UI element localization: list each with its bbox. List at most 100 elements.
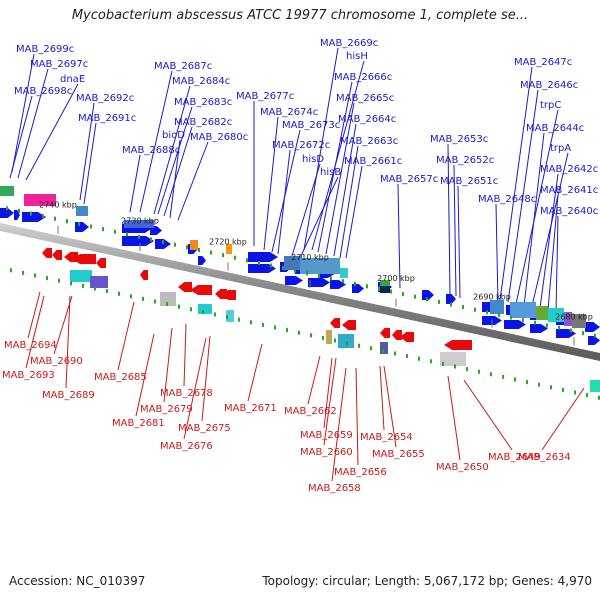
forward-gene-arrow[interactable]	[588, 336, 600, 345]
reverse-gene-arrow[interactable]	[342, 320, 356, 330]
track-dot	[10, 268, 12, 273]
track-dot	[190, 307, 192, 312]
feature-block[interactable]	[490, 300, 504, 314]
reverse-gene-arrow[interactable]	[178, 282, 192, 292]
feature-block[interactable]	[380, 342, 388, 354]
reverse-gene-arrow[interactable]	[72, 254, 96, 264]
callout-line	[457, 185, 461, 299]
callout-line	[157, 106, 193, 215]
reverse-gene-arrow[interactable]	[392, 330, 402, 340]
track-dot	[562, 387, 564, 392]
reverse-gene-arrow[interactable]	[140, 270, 148, 280]
forward-gene-arrow[interactable]	[308, 278, 330, 287]
feature-block[interactable]	[510, 302, 536, 318]
forward-gene-label: MAB_2640c	[540, 206, 598, 217]
track-dot	[58, 278, 60, 283]
track-dot	[574, 390, 576, 395]
forward-gene-arrow[interactable]	[504, 320, 526, 329]
feature-block[interactable]	[380, 287, 390, 293]
feature-block[interactable]	[380, 280, 390, 286]
feature-block[interactable]	[90, 276, 108, 288]
reverse-gene-label: MAB_2693	[2, 370, 55, 381]
track-dot	[274, 325, 276, 330]
feature-block[interactable]	[326, 330, 332, 344]
feature-block[interactable]	[124, 220, 154, 228]
feature-block[interactable]	[160, 292, 176, 306]
reverse-gene-arrow[interactable]	[380, 328, 390, 338]
forward-gene-arrow[interactable]	[198, 256, 206, 265]
callout-line	[183, 337, 207, 440]
callout-line	[201, 335, 211, 422]
track-dot	[214, 312, 216, 317]
feature-block[interactable]	[284, 256, 302, 270]
forward-gene-arrow[interactable]	[150, 226, 162, 235]
forward-gene-arrow[interactable]	[585, 322, 600, 332]
forward-gene-arrow[interactable]	[446, 294, 456, 304]
forward-gene-arrow[interactable]	[75, 222, 89, 232]
reverse-gene-label: MAB_2649	[488, 452, 541, 463]
track-dot	[466, 367, 468, 372]
track-dot	[498, 312, 500, 317]
callout-line	[169, 139, 181, 219]
feature-block[interactable]	[198, 304, 212, 314]
feature-block[interactable]	[190, 240, 198, 250]
feature-block[interactable]	[572, 314, 586, 328]
track-dot	[514, 377, 516, 382]
forward-gene-arrow[interactable]	[422, 290, 434, 300]
forward-gene-arrow[interactable]	[248, 264, 276, 273]
forward-gene-arrow[interactable]	[530, 324, 548, 333]
feature-block[interactable]	[70, 270, 92, 282]
feature-block[interactable]	[226, 310, 234, 322]
reverse-gene-label: MAB_2676	[160, 441, 213, 452]
feature-block[interactable]	[338, 334, 354, 348]
reverse-gene-arrow[interactable]	[42, 248, 52, 258]
forward-gene-label: MAB_2648c	[478, 194, 536, 205]
feature-block[interactable]	[590, 380, 600, 392]
track-dot	[54, 216, 56, 221]
reverse-gene-arrow[interactable]	[190, 285, 212, 295]
callout-line	[397, 183, 401, 289]
track-dot	[382, 348, 384, 353]
reverse-gene-arrow[interactable]	[444, 340, 472, 350]
reverse-gene-label: MAB_2655	[372, 449, 425, 460]
accession-label: Accession: NC_010397	[9, 574, 146, 588]
track-dot	[282, 266, 284, 271]
feature-block[interactable]	[340, 268, 348, 278]
feature-block[interactable]	[226, 244, 232, 254]
forward-gene-arrow[interactable]	[352, 284, 364, 293]
callout-line	[345, 165, 363, 259]
reverse-gene-arrow[interactable]	[222, 290, 236, 300]
forward-gene-arrow[interactable]	[0, 208, 14, 218]
track-dot	[162, 240, 164, 245]
forward-gene-label: MAB_2657c	[380, 174, 438, 185]
forward-gene-label: MAB_2677c	[236, 91, 294, 102]
callout-line	[163, 126, 193, 217]
feature-block[interactable]	[24, 194, 56, 206]
feature-block[interactable]	[564, 312, 572, 326]
forward-gene-label: MAB_2691c	[78, 113, 136, 124]
feature-block[interactable]	[76, 206, 88, 216]
map-title: Mycobacterium abscessus ATCC 19977 chrom…	[71, 8, 529, 23]
track-dot	[70, 281, 72, 286]
reverse-gene-arrow[interactable]	[330, 318, 340, 328]
feature-block[interactable]	[536, 306, 548, 320]
track-dot	[238, 317, 240, 322]
forward-gene-arrow[interactable]	[122, 236, 154, 246]
track-dot	[6, 206, 8, 211]
reverse-gene-arrow[interactable]	[400, 332, 414, 342]
reverse-gene-arrow[interactable]	[96, 258, 106, 268]
forward-gene-arrow[interactable]	[556, 329, 576, 338]
forward-gene-arrow[interactable]	[248, 252, 278, 262]
forward-gene-arrow[interactable]	[285, 276, 303, 285]
feature-block[interactable]	[300, 258, 340, 274]
forward-gene-arrow[interactable]	[22, 212, 46, 222]
callout-line	[79, 102, 95, 201]
feature-block[interactable]	[0, 186, 14, 196]
track-dot	[246, 258, 248, 263]
feature-block[interactable]	[548, 308, 564, 322]
reverse-gene-arrow[interactable]	[52, 250, 62, 260]
track-dot	[490, 372, 492, 377]
track-dot	[358, 343, 360, 348]
feature-block[interactable]	[440, 352, 466, 366]
